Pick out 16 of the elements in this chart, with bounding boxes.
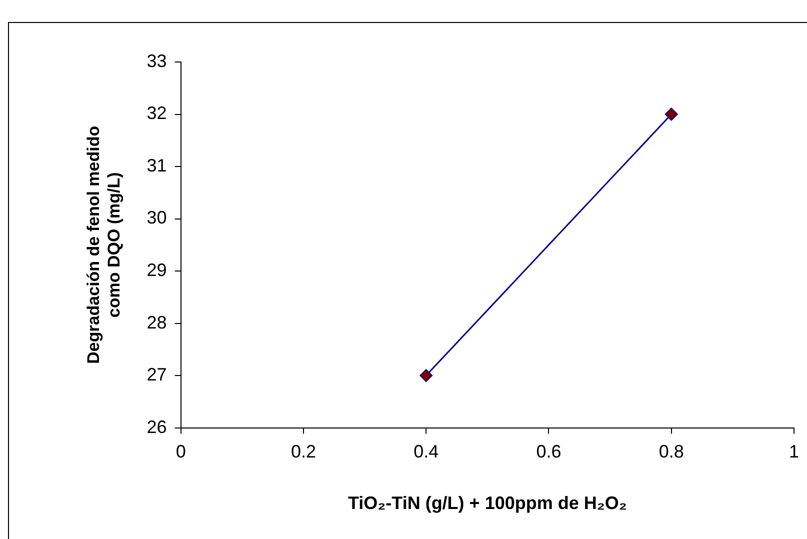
y-tick-label: 29 xyxy=(146,260,167,280)
y-tick-label: 26 xyxy=(146,416,167,437)
y-tick-label: 27 xyxy=(146,364,167,385)
y-tick-label: 33 xyxy=(146,50,167,71)
y-axis-title: Degradación de fenol medido como DQO (mg/L) xyxy=(84,126,124,364)
x-tick-label: 1 xyxy=(788,442,799,462)
x-tick-label: 0.6 xyxy=(536,442,562,462)
x-tick-label: 0.8 xyxy=(658,442,684,462)
y-tick-label: 31 xyxy=(146,155,167,176)
y-tick-label: 28 xyxy=(146,312,167,332)
y-tick-label: 30 xyxy=(146,208,167,228)
x-tick-label: 0 xyxy=(176,442,186,462)
x-axis-title: TiO₂-TiN (g/L) + 100ppm de H₂O₂ xyxy=(348,493,627,514)
x-tick-label: 0.2 xyxy=(290,442,316,462)
x-tick-label: 0.4 xyxy=(414,442,439,462)
y-tick-label: 32 xyxy=(146,103,167,124)
